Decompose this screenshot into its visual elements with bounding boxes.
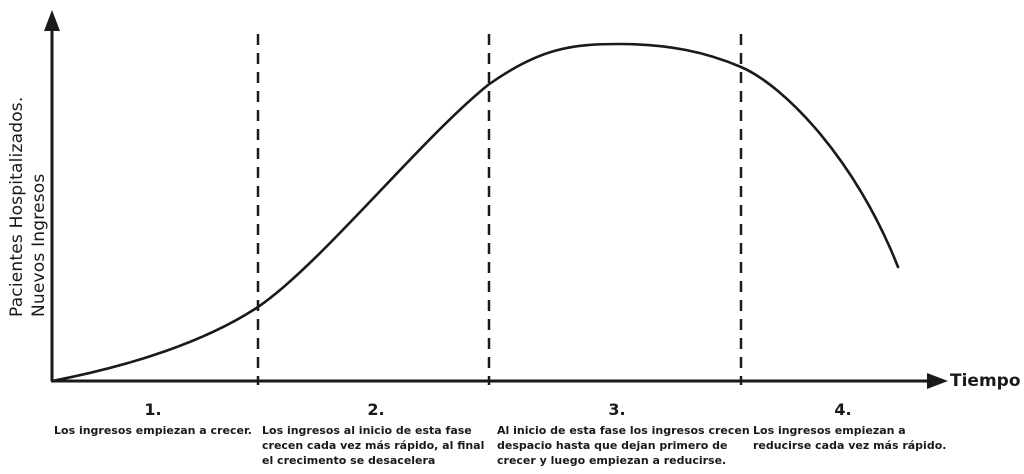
- epidemic-curve: [50, 42, 900, 383]
- y-axis-arrowhead-icon: [44, 10, 60, 31]
- y-axis-label-line-1: Pacientes Hospitalizados.: [7, 96, 27, 317]
- phase-2-number: 2.: [367, 400, 385, 419]
- phase-4-description: Los ingresos empiezan a reducirse cada ve…: [753, 424, 947, 452]
- phase-3-number: 3.: [608, 400, 626, 419]
- phase-4-number: 4.: [834, 400, 852, 419]
- phase-1-description: Los ingresos empiezan a crecer.: [54, 424, 252, 437]
- phase-2-block: 2. Los ingresos al inicio de esta fase cr…: [262, 400, 490, 468]
- phase-4-block: 4. Los ingresos empiezan a reducirse cada…: [753, 400, 947, 453]
- phase-2-description: Los ingresos al inicio de esta fase crece…: [262, 424, 485, 467]
- y-axis-label-line-2: Nuevos Ingresos: [29, 173, 49, 317]
- phase-3-block: 3. Al inicio de esta fase los ingresos c…: [497, 400, 750, 468]
- y-axis-label: Pacientes Hospitalizados. Nuevos Ingreso…: [6, 97, 50, 317]
- phase-3-description: Al inicio de esta fase los ingresos crec…: [497, 424, 750, 467]
- x-axis-label: Tiempo: [950, 371, 1021, 391]
- phase-1-block: 1. Los ingresos empiezan a crecer.: [37, 400, 269, 438]
- phase-1-number: 1.: [144, 400, 162, 419]
- x-axis-arrowhead-icon: [927, 373, 948, 389]
